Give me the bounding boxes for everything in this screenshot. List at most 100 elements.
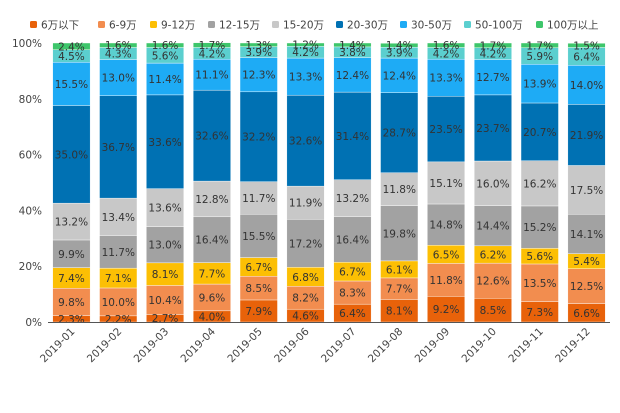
bar-segment[interactable] — [380, 205, 419, 262]
bar-segment[interactable] — [520, 160, 559, 207]
data-label: 11.9% — [289, 198, 322, 210]
bar-segment[interactable] — [146, 94, 185, 189]
bar-segment[interactable] — [380, 57, 419, 93]
bar-segment[interactable] — [520, 205, 559, 249]
bar-segment[interactable] — [473, 42, 512, 48]
bar-segment[interactable] — [146, 42, 185, 48]
y-axis: 0% 20% 40% 60% 80% 100% — [12, 38, 42, 329]
data-label: 4.2% — [292, 47, 319, 59]
bar-segment[interactable] — [333, 216, 372, 263]
bar-segment[interactable] — [427, 42, 466, 48]
y-tick-label: 60% — [19, 150, 42, 162]
bar-segment[interactable] — [286, 219, 325, 268]
data-label: 1.6% — [105, 40, 132, 52]
bar-segment[interactable] — [192, 58, 231, 91]
bar-segment[interactable] — [52, 62, 91, 106]
bar-segment[interactable] — [520, 42, 559, 48]
bar-segment[interactable] — [286, 57, 325, 96]
x-tick-label: 2019-10 — [460, 326, 500, 366]
bar-segment[interactable] — [99, 59, 138, 96]
data-label: 33.6% — [148, 137, 181, 149]
bar-segment[interactable] — [473, 262, 512, 299]
bar-segment[interactable] — [192, 216, 231, 263]
bar-segment[interactable] — [520, 102, 559, 161]
bar-segment[interactable] — [99, 235, 138, 269]
bar-segment[interactable] — [333, 57, 372, 93]
bar-segment[interactable] — [52, 202, 91, 241]
bar-segment[interactable] — [427, 96, 466, 163]
bar-segment[interactable] — [520, 263, 559, 302]
data-label: 1.7% — [526, 40, 553, 52]
legend-item[interactable]: 30-50万 — [400, 20, 452, 32]
data-label: 11.7% — [102, 247, 135, 259]
legend-item[interactable]: 9-12万 — [150, 20, 195, 32]
x-tick-label: 2019-08 — [366, 326, 406, 366]
bar-segment[interactable] — [473, 205, 512, 247]
legend-item[interactable]: 6-9万 — [98, 20, 137, 32]
data-label: 13.9% — [523, 79, 556, 91]
bar-segment[interactable] — [146, 226, 185, 264]
bar-segment[interactable] — [99, 197, 138, 236]
x-tick-label: 2019-09 — [413, 326, 453, 366]
bar-segment[interactable] — [192, 283, 231, 312]
bar-segment[interactable] — [52, 105, 91, 204]
legend-item[interactable]: 50-100万 — [464, 20, 523, 32]
bar-segment[interactable] — [192, 42, 231, 48]
data-label: 12.8% — [195, 194, 228, 206]
data-label: 7.3% — [526, 307, 553, 319]
bar-segment[interactable] — [239, 214, 278, 258]
data-label: 8.2% — [292, 293, 319, 305]
bar-segment[interactable] — [146, 188, 185, 227]
bar-segment[interactable] — [192, 180, 231, 218]
bar-segment[interactable] — [380, 92, 419, 173]
bar-segment[interactable] — [333, 179, 372, 217]
bar-segment[interactable] — [192, 89, 231, 182]
data-label: 4.2% — [199, 48, 226, 60]
bar-segment[interactable] — [239, 42, 278, 47]
legend-item[interactable]: 20-30万 — [336, 20, 388, 32]
bar-segment[interactable] — [52, 239, 91, 268]
bar-segment[interactable] — [333, 42, 372, 48]
legend-item[interactable]: 15-20万 — [272, 20, 324, 32]
bar-segment[interactable] — [567, 65, 606, 105]
data-label: 8.1% — [152, 269, 179, 281]
bar-segment[interactable] — [286, 185, 325, 220]
legend-item[interactable]: 100万以上 — [536, 20, 599, 32]
legend-item[interactable]: 12-15万 — [208, 20, 260, 32]
bar-segment[interactable] — [567, 165, 606, 215]
bar-segment[interactable] — [286, 42, 325, 47]
bar-segment[interactable] — [427, 263, 466, 297]
data-label: 6.4% — [573, 51, 600, 63]
x-tick-label: 2019-05 — [225, 326, 265, 366]
bar-segment[interactable] — [567, 268, 606, 304]
data-label: 6.7% — [339, 267, 366, 279]
bar-segment[interactable] — [427, 296, 466, 323]
data-label: 32.6% — [289, 136, 322, 148]
bar-segment[interactable] — [99, 42, 138, 48]
bar-segment[interactable] — [52, 42, 91, 50]
data-label: 3.8% — [339, 47, 366, 59]
bar-segment[interactable] — [427, 203, 466, 246]
bar-segment[interactable] — [567, 104, 606, 166]
bar-segment[interactable] — [473, 160, 512, 206]
bar-segment[interactable] — [333, 91, 372, 180]
bar-segment[interactable] — [52, 288, 91, 316]
data-label: 1.3% — [245, 40, 272, 52]
data-label: 1.2% — [292, 40, 319, 52]
bar-segment[interactable] — [239, 91, 278, 182]
bar-segment[interactable] — [146, 62, 185, 96]
data-label: 1.4% — [386, 40, 413, 52]
data-label: 14.4% — [476, 221, 509, 233]
data-label: 19.8% — [383, 228, 416, 240]
bar-segment[interactable] — [380, 43, 419, 48]
legend-item[interactable]: 6万以下 — [30, 20, 79, 32]
bar-segment[interactable] — [146, 285, 185, 315]
bar-segment[interactable] — [286, 94, 325, 187]
bar-segment[interactable] — [567, 43, 606, 48]
bar-segment[interactable] — [473, 94, 512, 162]
bar-segment[interactable] — [99, 95, 138, 199]
bar-segment[interactable] — [380, 172, 419, 206]
data-label: 6.7% — [245, 262, 272, 274]
data-label: 12.4% — [336, 70, 369, 82]
